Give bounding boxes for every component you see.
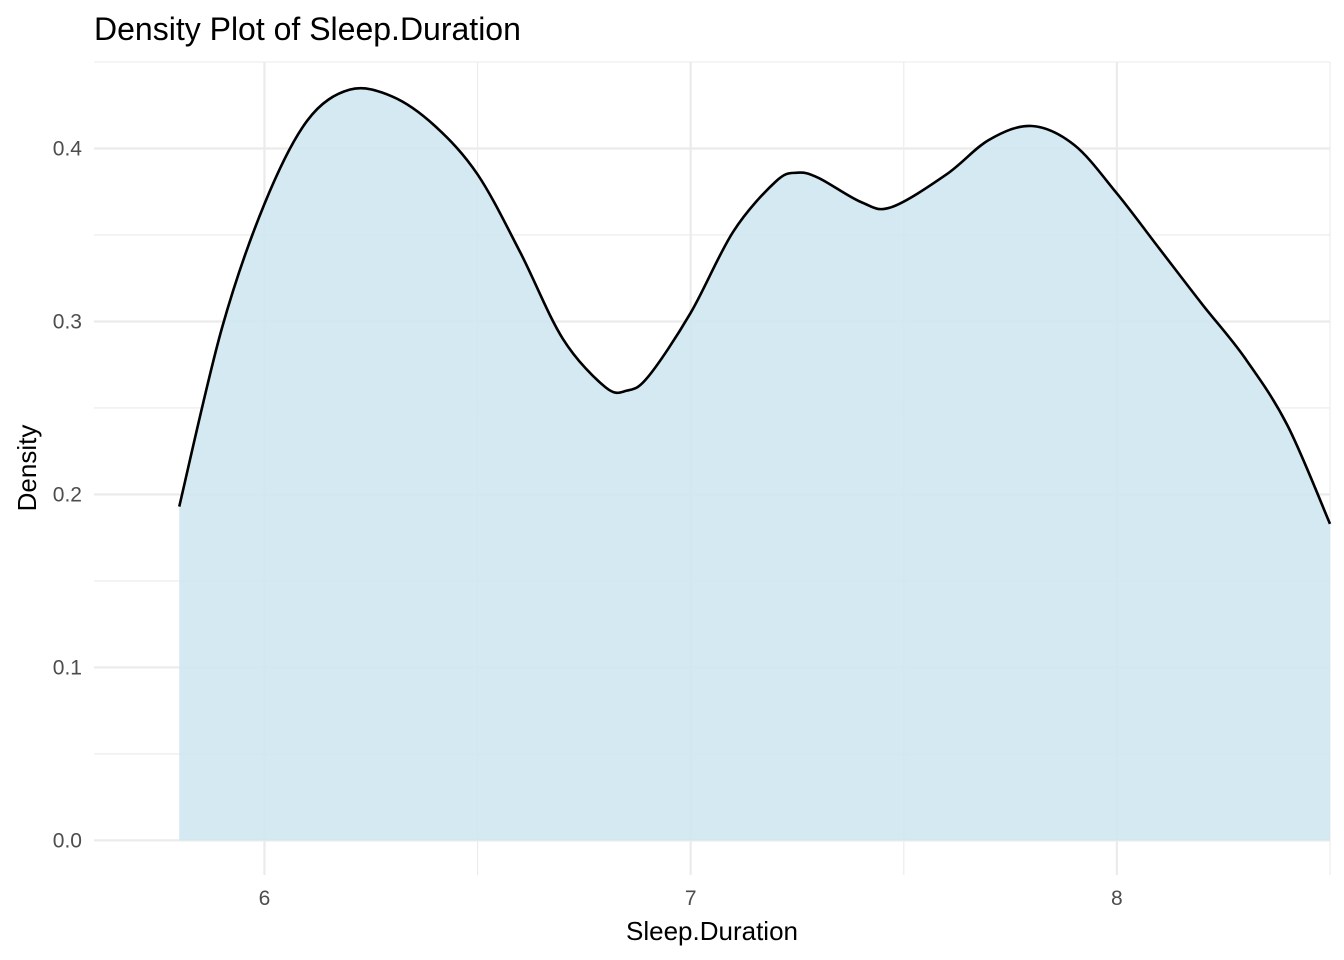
y-tick-label-0: 0.0 [53,829,82,852]
y-axis-title: Density [12,425,42,512]
density-line [177,86,1332,525]
x-tick-label-2: 8 [1111,887,1123,910]
x-tick-label-1: 7 [685,887,697,910]
chart-title: Density Plot of Sleep.Duration [94,11,521,47]
density-area [179,88,1331,841]
x-axis-title: Sleep.Duration [626,916,798,946]
y-tick-label-4: 0.4 [53,137,83,160]
y-tick-label-3: 0.3 [53,310,82,333]
y-tick-label-2: 0.2 [53,483,82,506]
x-axis-tick-labels: 6 7 8 [259,887,1123,910]
y-axis-tick-labels: 0.0 0.1 0.2 0.3 0.4 [53,137,83,852]
y-tick-label-1: 0.1 [53,656,82,679]
x-tick-label-0: 6 [259,887,271,910]
